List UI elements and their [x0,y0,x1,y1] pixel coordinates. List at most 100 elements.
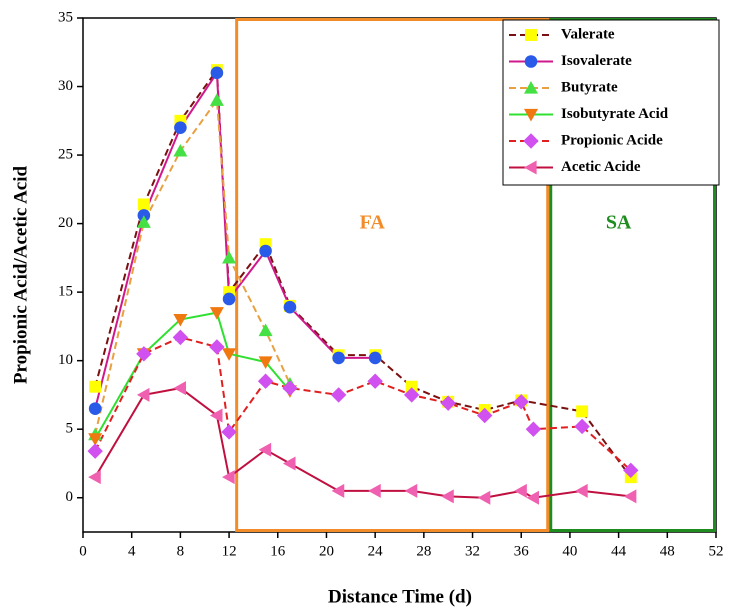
region-label: FA [360,212,386,234]
series-line [94,97,291,435]
marker [477,407,493,424]
marker [331,483,345,498]
marker [258,442,272,457]
marker [574,418,590,435]
marker [258,356,273,370]
y-tick-label: 10 [58,352,73,368]
x-tick-label: 16 [270,543,286,559]
marker [623,462,639,479]
legend-label: Propionic Acide [561,132,663,148]
x-tick-label: 20 [319,543,334,559]
marker [258,323,273,337]
marker [477,490,491,505]
x-axis-label: Distance Time (d) [328,586,472,607]
x-tick-label: 0 [79,543,87,559]
legend-marker [524,81,538,94]
marker [368,351,382,365]
marker [223,286,236,299]
legend-label: Isobutyrate Acid [561,106,669,122]
marker [222,250,237,264]
legend-label: Valerate [561,26,615,42]
legend-marker [523,133,539,149]
marker [89,380,102,393]
series-line [94,336,632,472]
marker [173,313,188,327]
y-tick-label: 20 [58,215,73,231]
marker [404,483,418,498]
legend-marker [525,29,537,41]
series-line [94,311,291,440]
y-tick-label: 35 [58,9,73,25]
marker [136,215,151,228]
marker [173,143,188,157]
marker [174,114,187,127]
marker [137,198,150,211]
marker [222,348,237,361]
marker [88,470,101,485]
y-tick-label: 5 [66,421,74,437]
marker [136,387,150,402]
x-tick-label: 28 [416,543,431,559]
marker [441,489,454,504]
x-tick-label: 44 [611,543,627,559]
legend-box [502,19,720,186]
marker [259,238,272,251]
region-label: SA [606,212,632,234]
x-tick-label: 48 [660,543,675,559]
marker [403,387,420,403]
marker [332,351,345,365]
marker [88,402,102,415]
legend-label: Isovalerate [561,53,632,69]
marker [172,329,189,346]
marker [623,489,637,504]
marker [513,394,529,410]
x-tick-label: 12 [222,543,237,559]
series-line [94,387,631,499]
x-tick-label: 24 [368,543,384,559]
marker [209,93,224,106]
x-tick-label: 52 [709,543,724,559]
y-tick-label: 25 [58,147,73,163]
marker [526,490,540,505]
marker [283,300,297,314]
y-tick-label: 30 [58,78,73,94]
marker [209,307,224,320]
marker [222,470,235,485]
legend-label: Butyrate [561,79,618,95]
marker [576,405,589,418]
marker [257,373,274,389]
x-tick-label: 32 [465,543,480,559]
y-tick-label: 15 [58,284,73,300]
marker [209,339,225,355]
y-tick-label: 0 [66,489,74,505]
marker [210,66,224,80]
marker [282,456,296,471]
marker [514,483,527,498]
marker [525,421,542,437]
x-tick-label: 8 [177,543,185,559]
y-axis-label: Propionic Acid/Acetic Acid [10,166,31,385]
marker [221,424,237,440]
marker [368,483,381,498]
x-tick-label: 36 [514,543,530,559]
marker [209,408,223,423]
marker [367,373,383,389]
marker [575,483,588,498]
marker [440,395,456,411]
legend-marker [524,55,538,68]
legend-label: Acetic Acide [561,159,641,175]
marker [222,292,236,306]
marker [173,381,186,396]
legend-marker [524,108,538,122]
marker [88,433,103,446]
region-box [235,18,550,532]
x-tick-label: 4 [128,543,136,559]
marker [174,121,187,134]
x-tick-label: 40 [562,543,577,559]
marker [259,244,272,258]
marker [405,380,418,393]
marker [87,443,103,459]
marker [136,346,152,362]
legend-marker [524,160,537,175]
